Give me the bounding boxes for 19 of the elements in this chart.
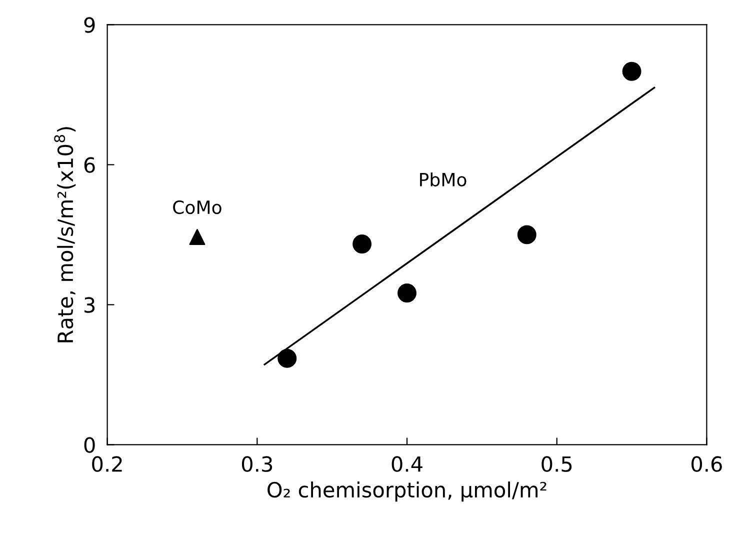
x-axis-title: O₂ chemisorption, μmol/m² xyxy=(268,482,546,502)
x-tick-label: 0.6 xyxy=(692,456,722,472)
series-label: CoMo xyxy=(173,200,222,214)
y-tick-label: 3 xyxy=(84,297,95,313)
x-tick-label: 0.2 xyxy=(92,456,122,472)
point xyxy=(189,229,206,246)
y-tick-label: 0 xyxy=(84,437,95,453)
point xyxy=(278,348,297,368)
x-tick-label: 0.3 xyxy=(242,456,272,472)
y-axis-title: Rate, mol/s/m²(x10$^{8}$) xyxy=(54,127,76,342)
series-label: PbMo xyxy=(420,172,466,186)
y-tick-label: 9 xyxy=(84,17,95,33)
x-tick-label: 0.5 xyxy=(542,456,572,472)
y-tick-label: 6 xyxy=(84,157,95,173)
point xyxy=(517,225,536,244)
point xyxy=(398,284,416,303)
point xyxy=(352,234,372,254)
x-tick-label: 0.4 xyxy=(392,456,422,472)
point xyxy=(622,62,642,81)
